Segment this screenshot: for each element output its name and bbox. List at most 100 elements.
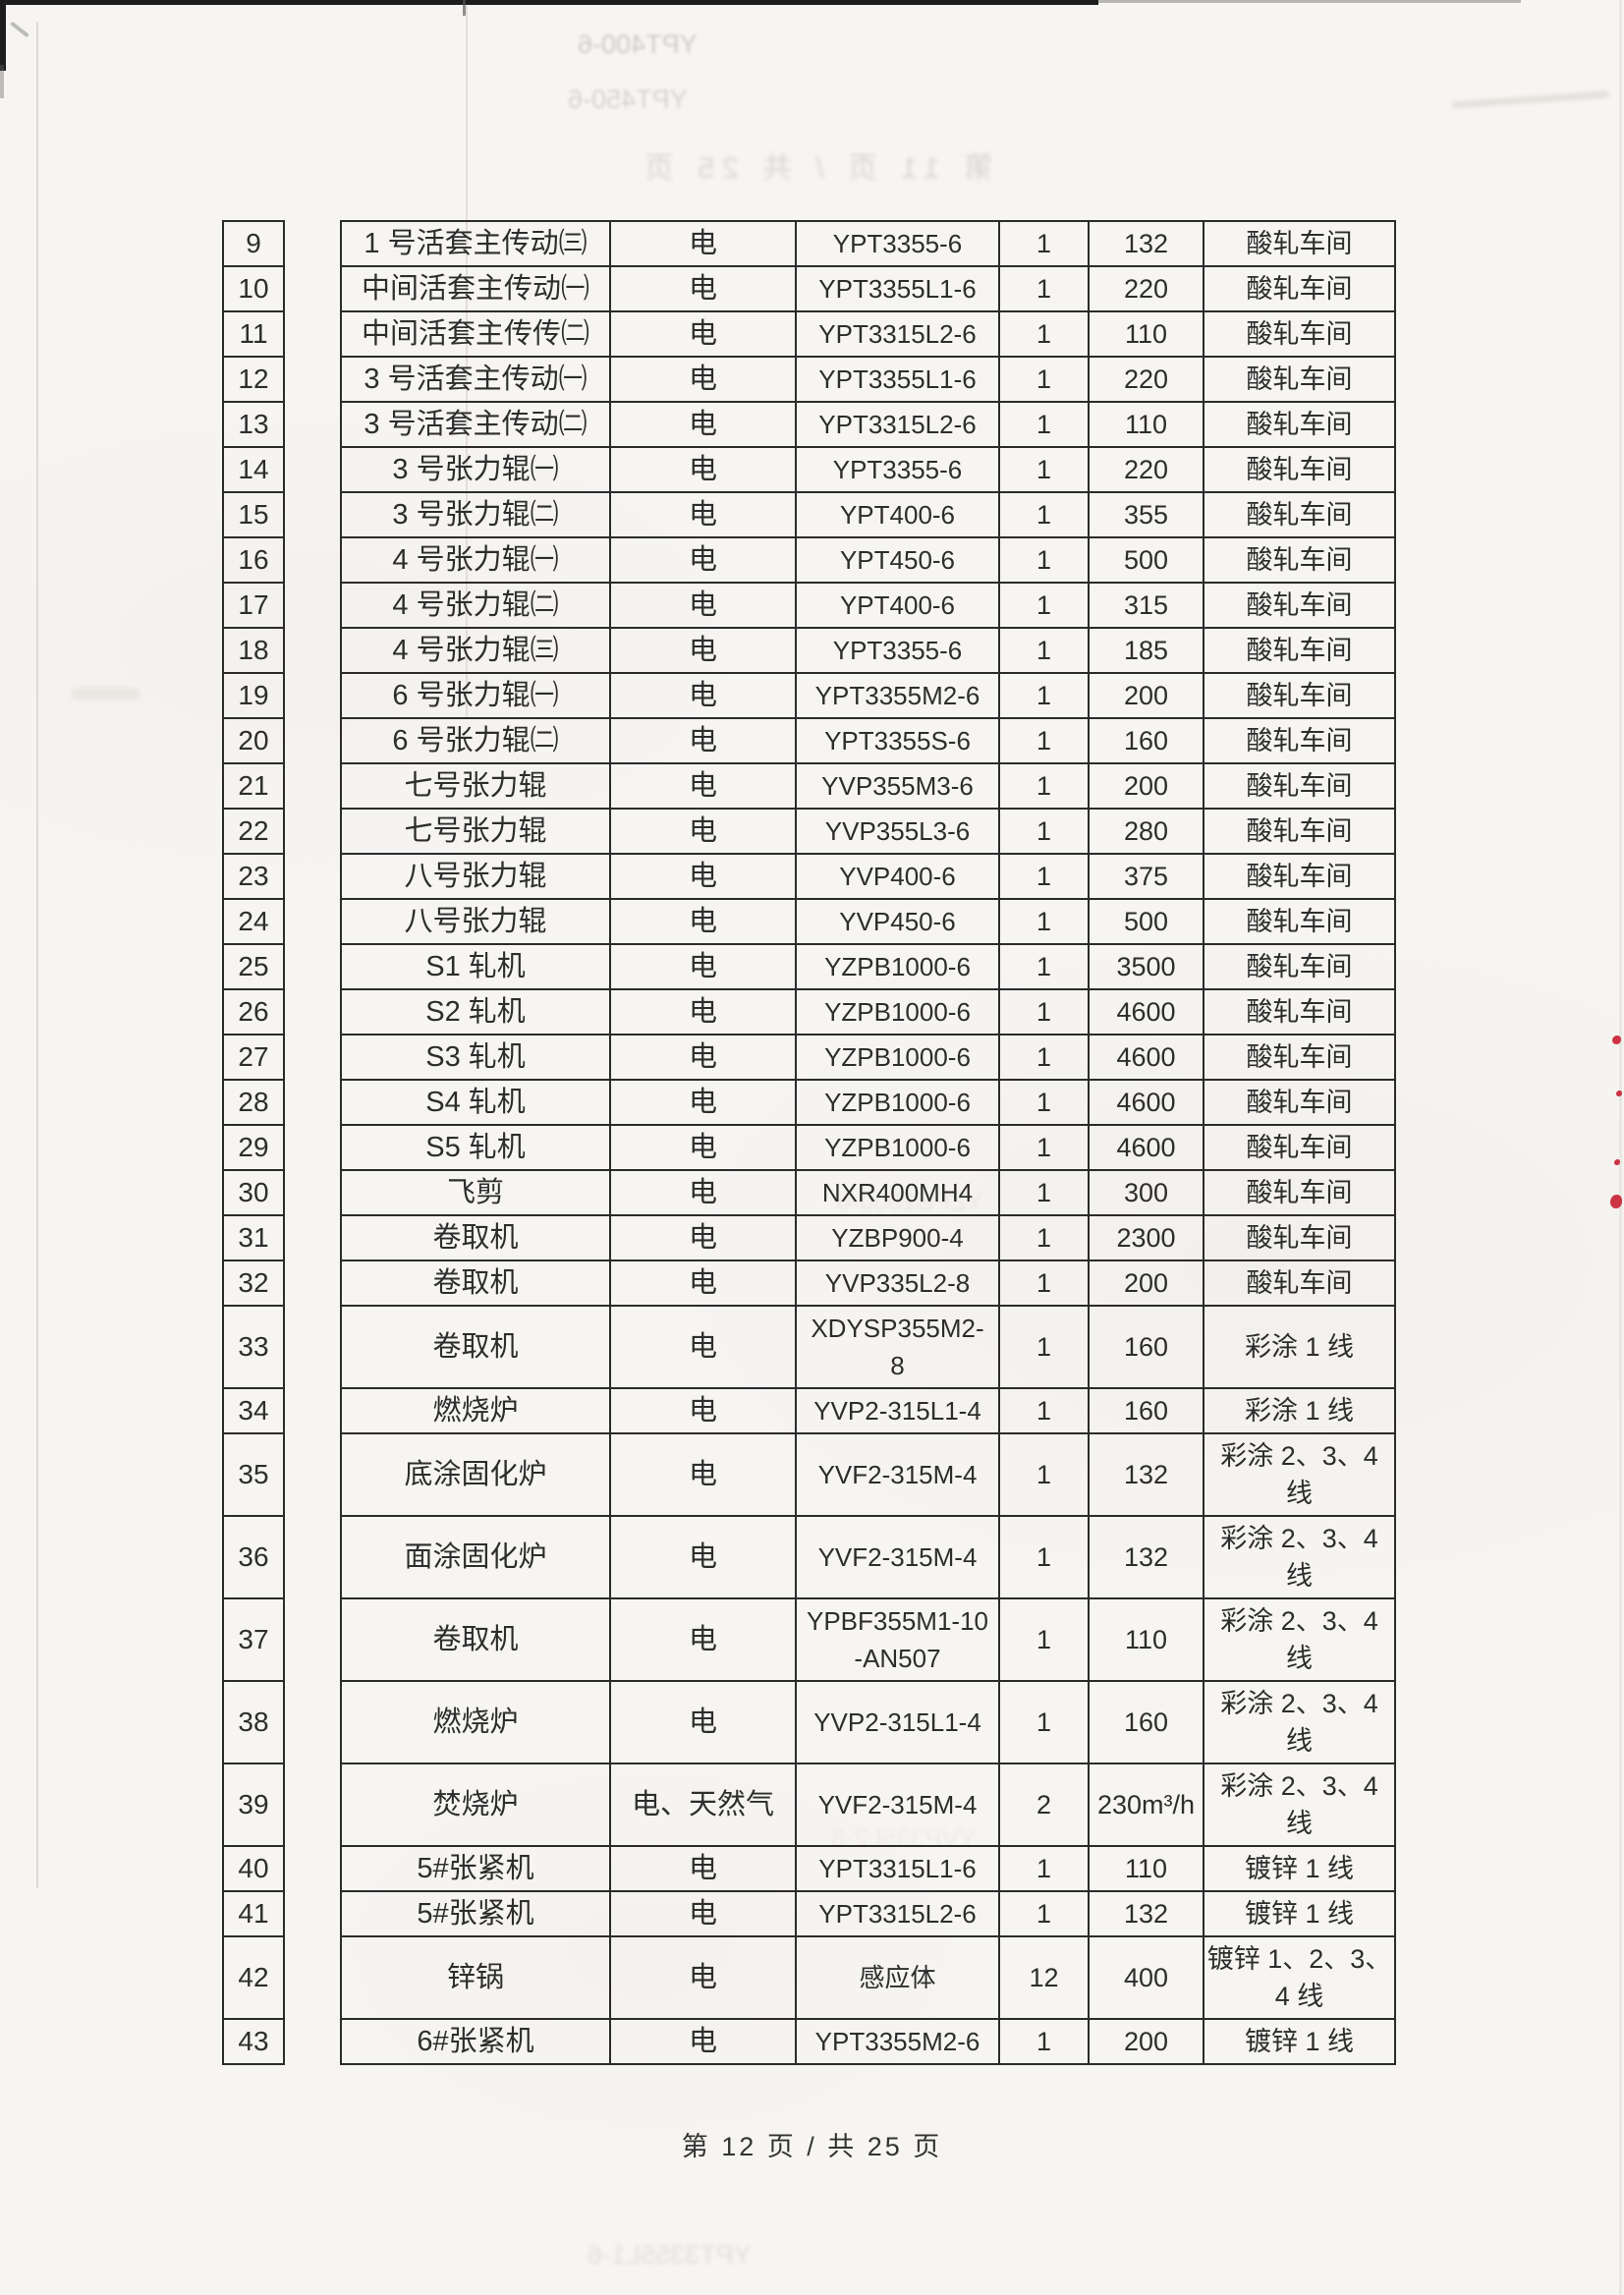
model-cell: YPT3355M2-6 xyxy=(797,674,1000,719)
quantity-cell: 1 xyxy=(1000,584,1090,629)
power-cell: 500 xyxy=(1090,900,1204,945)
power-cell: 110 xyxy=(1090,1847,1204,1892)
table-row: 31 卷取机电 YZBP900-4 1 2300 酸轧车间 xyxy=(222,1216,1396,1261)
energy-type-cell: 电 xyxy=(611,1892,797,1937)
table-row: 41 5#张紧机电 YPT3315L2-6 1 132 镀锌 1 线 xyxy=(222,1892,1396,1937)
power-cell: 280 xyxy=(1090,810,1204,855)
power-cell: 200 xyxy=(1090,764,1204,810)
model-cell: YPT3355L1-6 xyxy=(797,267,1000,312)
energy-type-cell: 电 xyxy=(611,1517,797,1599)
model-cell: YPT3315L2-6 xyxy=(797,1892,1000,1937)
table-row: 32 卷取机电 YVP335L2-8 1 200 酸轧车间 xyxy=(222,1261,1396,1307)
quantity-cell: 2 xyxy=(1000,1764,1090,1847)
quantity-cell: 1 xyxy=(1000,1389,1090,1434)
row-number-cell: 14 xyxy=(222,448,285,493)
equipment-name-cell: 6 号张力辊㈡ xyxy=(340,719,611,764)
location-cell: 彩涂 2、3、4 线 xyxy=(1204,1517,1396,1599)
location-cell: 酸轧车间 xyxy=(1204,267,1396,312)
equipment-name-cell: 飞剪 xyxy=(340,1171,611,1216)
bleedthrough-text: YPT450-6 xyxy=(568,84,688,114)
model-cell: YZPB1000-6 xyxy=(797,1126,1000,1171)
table-row: 15 3 号张力辊㈡电 YPT400-6 1 355 酸轧车间 xyxy=(222,493,1396,538)
quantity-cell: 1 xyxy=(1000,764,1090,810)
location-cell: 镀锌 1、2、3、 4 线 xyxy=(1204,1937,1396,2020)
model-cell: YPT3355-6 xyxy=(797,220,1000,267)
row-number-cell: 12 xyxy=(222,358,285,403)
quantity-cell: 1 xyxy=(1000,312,1090,358)
model-cell: YZPB1000-6 xyxy=(797,990,1000,1036)
table-gap xyxy=(285,719,340,764)
energy-type-cell: 电 xyxy=(611,448,797,493)
model-cell: YPT3355L1-6 xyxy=(797,358,1000,403)
energy-type-cell: 电 xyxy=(611,945,797,990)
power-cell: 3500 xyxy=(1090,945,1204,990)
power-cell: 220 xyxy=(1090,358,1204,403)
quantity-cell: 1 xyxy=(1000,1036,1090,1081)
table-gap xyxy=(285,312,340,358)
model-cell: YVF2-315M-4 xyxy=(797,1434,1000,1517)
row-number-cell: 11 xyxy=(222,312,285,358)
energy-type-cell: 电 xyxy=(611,1216,797,1261)
quantity-cell: 1 xyxy=(1000,1892,1090,1937)
model-cell: YVF2-315M-4 xyxy=(797,1764,1000,1847)
scan-corner-mark xyxy=(10,21,29,38)
power-cell: 160 xyxy=(1090,719,1204,764)
location-cell: 酸轧车间 xyxy=(1204,1081,1396,1126)
table-row: 17 4 号张力辊㈡电 YPT400-6 1 315 酸轧车间 xyxy=(222,584,1396,629)
table-row: 16 4 号张力辊㈠电 YPT450-6 1 500 酸轧车间 xyxy=(222,538,1396,584)
quantity-cell: 1 xyxy=(1000,810,1090,855)
row-number-cell: 26 xyxy=(222,990,285,1036)
table-row: 24 八号张力辊电 YVP450-6 1 500 酸轧车间 xyxy=(222,900,1396,945)
equipment-name-cell: 3 号张力辊㈡ xyxy=(340,493,611,538)
equipment-name-cell: 八号张力辊 xyxy=(340,855,611,900)
row-number-cell: 32 xyxy=(222,1261,285,1307)
location-cell: 酸轧车间 xyxy=(1204,448,1396,493)
power-cell: 4600 xyxy=(1090,1126,1204,1171)
location-cell: 彩涂 1 线 xyxy=(1204,1389,1396,1434)
equipment-name-cell: 6#张紧机 xyxy=(340,2020,611,2065)
model-cell: YPBF355M1-10 -AN507 xyxy=(797,1599,1000,1682)
quantity-cell: 1 xyxy=(1000,674,1090,719)
model-cell: YPT400-6 xyxy=(797,584,1000,629)
table-row: 26 S2 轧机电 YZPB1000-6 1 4600 酸轧车间 xyxy=(222,990,1396,1036)
quantity-cell: 1 xyxy=(1000,629,1090,674)
model-cell: YZPB1000-6 xyxy=(797,945,1000,990)
location-cell: 镀锌 1 线 xyxy=(1204,1892,1396,1937)
table-gap xyxy=(285,674,340,719)
energy-type-cell: 电 xyxy=(611,1847,797,1892)
table-row: 28 S4 轧机电 YZPB1000-6 1 4600 酸轧车间 xyxy=(222,1081,1396,1126)
row-number-cell: 16 xyxy=(222,538,285,584)
location-cell: 彩涂 2、3、4 线 xyxy=(1204,1434,1396,1517)
table-gap xyxy=(285,1434,340,1517)
model-cell: YVP2-315L1-4 xyxy=(797,1682,1000,1764)
location-cell: 彩涂 2、3、4 线 xyxy=(1204,1764,1396,1847)
table-row: 42 锌锅电感应体 12 400 镀锌 1、2、3、 4 线 xyxy=(222,1937,1396,2020)
energy-type-cell: 电 xyxy=(611,312,797,358)
table-gap xyxy=(285,1126,340,1171)
table-row: 19 6 号张力辊㈠电 YPT3355M2-6 1 200 酸轧车间 xyxy=(222,674,1396,719)
equipment-name-cell: S2 轧机 xyxy=(340,990,611,1036)
table-row: 30 飞剪电 NXR400MH4 1 300 酸轧车间 xyxy=(222,1171,1396,1216)
row-number-cell: 25 xyxy=(222,945,285,990)
location-cell: 酸轧车间 xyxy=(1204,1036,1396,1081)
equipment-name-cell: S4 轧机 xyxy=(340,1081,611,1126)
row-number-cell: 41 xyxy=(222,1892,285,1937)
quantity-cell: 1 xyxy=(1000,719,1090,764)
equipment-name-cell: S1 轧机 xyxy=(340,945,611,990)
model-cell: YPT3355-6 xyxy=(797,448,1000,493)
table-row: 20 6 号张力辊㈡电 YPT3355S-6 1 160 酸轧车间 xyxy=(222,719,1396,764)
power-cell: 160 xyxy=(1090,1682,1204,1764)
equipment-name-cell: 中间活套主传动㈠ xyxy=(340,267,611,312)
power-cell: 230m³/h xyxy=(1090,1764,1204,1847)
table-row: 33 卷取机电 XDYSP355M2- 8 1 160 彩涂 1 线 xyxy=(222,1307,1396,1389)
model-cell: YPT3315L2-6 xyxy=(797,403,1000,448)
quantity-cell: 1 xyxy=(1000,220,1090,267)
row-number-cell: 9 xyxy=(222,220,285,267)
table-row: 36 面涂固化炉电 YVF2-315M-4 1 132 彩涂 2、3、4 线 xyxy=(222,1517,1396,1599)
bleedthrough-text: YPT3355L1-6 xyxy=(588,2240,752,2269)
table-row: 22 七号张力辊电 YVP355L3-6 1 280 酸轧车间 xyxy=(222,810,1396,855)
scan-tick-mark xyxy=(463,0,466,16)
power-cell: 300 xyxy=(1090,1171,1204,1216)
energy-type-cell: 电 xyxy=(611,2020,797,2065)
table-gap xyxy=(285,267,340,312)
